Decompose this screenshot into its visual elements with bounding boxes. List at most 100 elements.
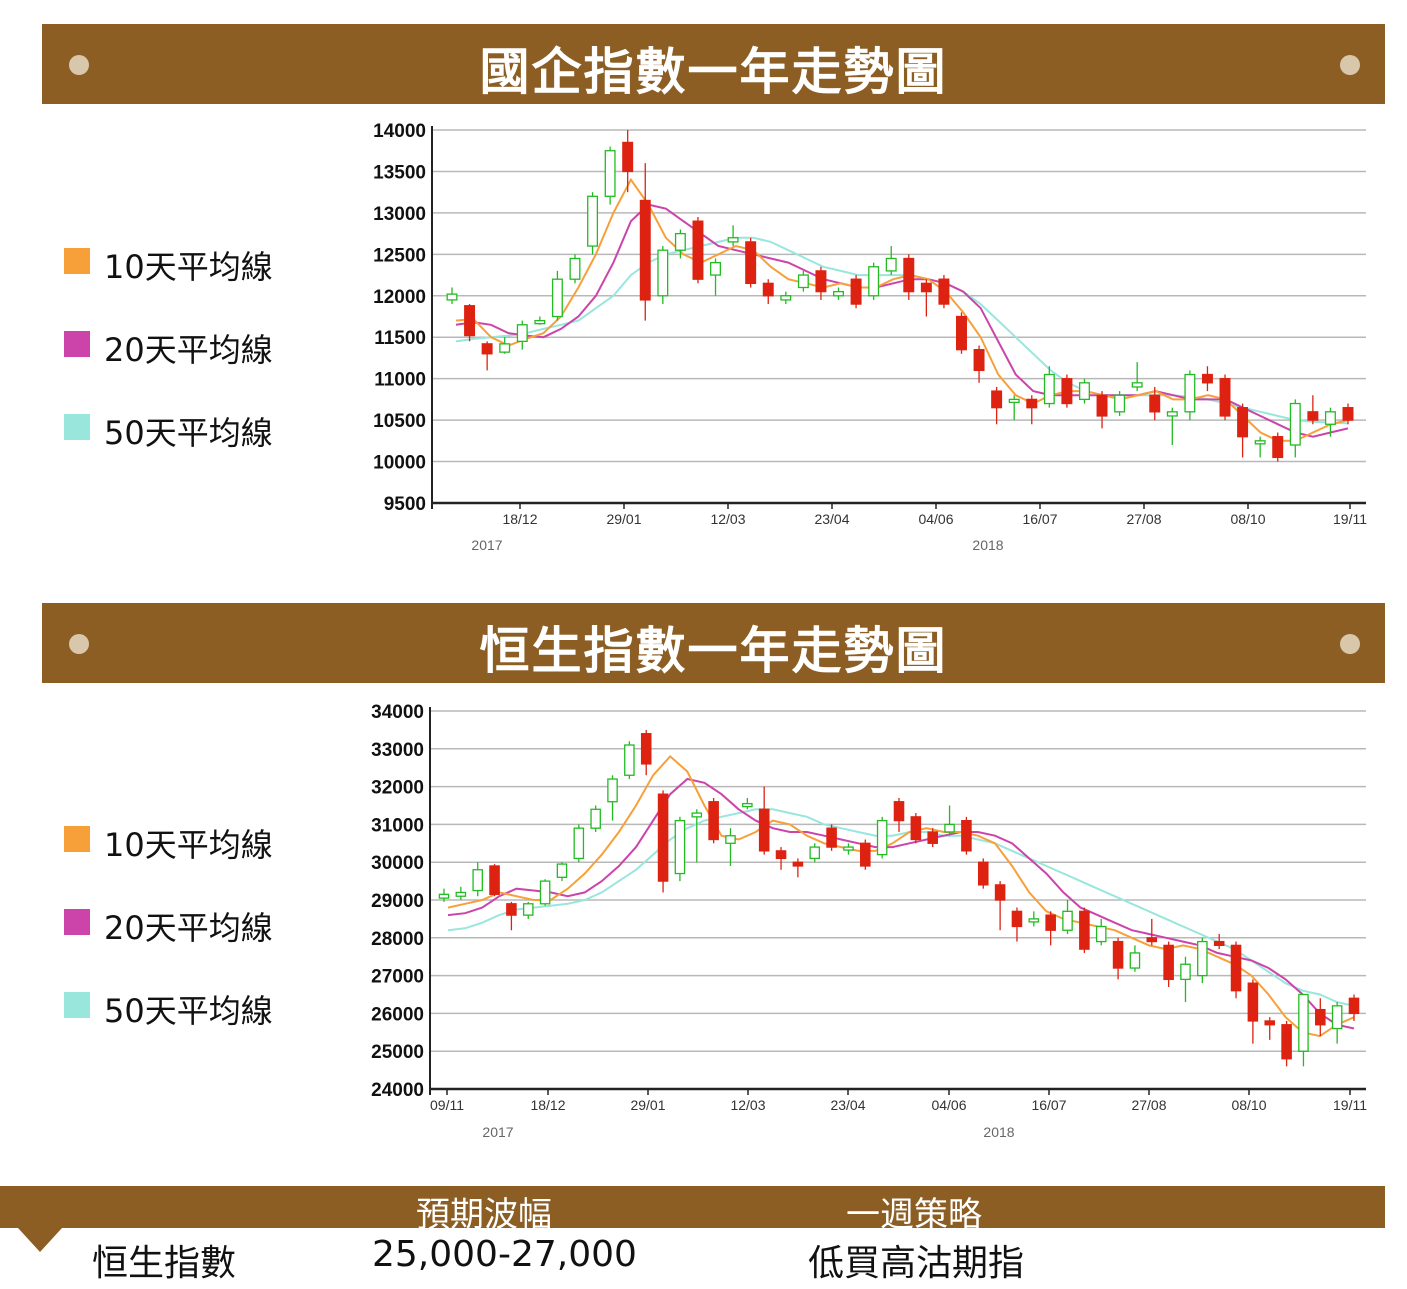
candle-body bbox=[1213, 940, 1225, 947]
candle-up bbox=[742, 797, 753, 810]
candle-body bbox=[1079, 910, 1090, 950]
candle-up bbox=[944, 805, 955, 836]
summary-col-strategy: 一週策略 bbox=[846, 1195, 982, 1235]
candle-body bbox=[727, 237, 739, 243]
banner-dot-left bbox=[69, 55, 89, 75]
candle-up bbox=[1114, 391, 1126, 416]
legend-label: 20天平均線 bbox=[104, 909, 273, 947]
banner-dot-left bbox=[69, 634, 89, 654]
y-tick-label: 10000 bbox=[373, 453, 426, 474]
candle-up bbox=[472, 862, 483, 897]
candle-down bbox=[1079, 907, 1090, 953]
candle-down bbox=[1146, 918, 1158, 946]
x-tick-label: 16/07 bbox=[1031, 1097, 1066, 1113]
candle-body bbox=[742, 802, 753, 808]
x-year-label: 2017 bbox=[482, 1124, 513, 1140]
candle-body bbox=[640, 733, 652, 765]
candle-up bbox=[534, 316, 546, 325]
candle-body bbox=[927, 831, 938, 844]
candle-body bbox=[1298, 993, 1309, 1052]
candle-body bbox=[1219, 378, 1231, 417]
candle-body bbox=[506, 903, 517, 916]
candle-up bbox=[843, 843, 854, 855]
candle-body bbox=[815, 270, 827, 293]
candle-up bbox=[1166, 407, 1178, 445]
candle-down bbox=[692, 217, 704, 284]
candle-body bbox=[1112, 940, 1124, 969]
candle-down bbox=[826, 824, 837, 851]
y-tick-label: 27000 bbox=[371, 967, 424, 988]
y-tick-label: 29000 bbox=[371, 891, 424, 912]
candle-body bbox=[994, 884, 1006, 901]
candle-body bbox=[1045, 914, 1056, 931]
candle-body bbox=[1264, 1020, 1276, 1026]
hsi-candlestick-chart: 24000 25000 26000 27000 28000 29000 30000 31000… bbox=[371, 702, 1367, 1140]
candle-body bbox=[1146, 937, 1158, 943]
candle-down bbox=[1247, 979, 1259, 1044]
candle-body bbox=[885, 257, 897, 272]
x-tick-label: 23/04 bbox=[830, 1097, 865, 1113]
candle-body bbox=[657, 249, 669, 297]
candle-up bbox=[876, 816, 888, 859]
summary-pointer-triangle bbox=[18, 1228, 62, 1252]
candle-up bbox=[590, 805, 601, 832]
candle-down bbox=[1272, 432, 1284, 462]
x-year-label: 2018 bbox=[972, 537, 1003, 553]
x-tick-label: 04/06 bbox=[918, 511, 953, 527]
candle-body bbox=[573, 827, 585, 860]
candle-down bbox=[506, 901, 517, 931]
candle-down bbox=[1230, 941, 1242, 999]
candle-body bbox=[1166, 411, 1178, 417]
candle-body bbox=[446, 293, 458, 301]
candle-body bbox=[674, 232, 686, 251]
candle-up bbox=[691, 809, 703, 863]
candle-body bbox=[903, 257, 915, 293]
gridlines bbox=[432, 129, 1366, 504]
candle-body bbox=[522, 903, 534, 916]
candle-up bbox=[1298, 993, 1309, 1067]
hscei-banner: 國企指數一年走勢圖 bbox=[42, 24, 1385, 104]
x-tick-label: 12/03 bbox=[730, 1097, 765, 1113]
hscei-candlestick-chart: 9500 10000 10500 11000 11500 12000 12500 13000 1… bbox=[373, 121, 1367, 553]
legend-label: 10天平均線 bbox=[104, 248, 273, 286]
candle-body bbox=[944, 823, 955, 833]
candle-body bbox=[792, 861, 804, 867]
candle-down bbox=[481, 341, 493, 371]
y-tick-label: 25000 bbox=[371, 1042, 424, 1063]
legend-swatch bbox=[64, 248, 90, 274]
candle-up bbox=[624, 741, 635, 780]
candle-down bbox=[956, 312, 967, 354]
candle-down bbox=[991, 386, 1003, 425]
legend-swatch bbox=[64, 414, 90, 440]
candle-body bbox=[1254, 440, 1266, 445]
candle-up bbox=[551, 270, 563, 321]
candle-up bbox=[797, 270, 809, 292]
summary-row-strategy: 低買高沽期指 bbox=[808, 1243, 1025, 1284]
candle-down bbox=[1348, 994, 1360, 1021]
y-tick-label: 33000 bbox=[371, 740, 424, 761]
candle-body bbox=[481, 343, 493, 355]
candle-down bbox=[961, 816, 972, 855]
candle-down bbox=[1264, 1017, 1276, 1040]
candle-up bbox=[1324, 407, 1336, 437]
y-tick-label: 30000 bbox=[371, 853, 424, 874]
x-tick-label: 04/06 bbox=[931, 1097, 966, 1113]
candle-down bbox=[910, 813, 922, 844]
candle-up bbox=[1289, 399, 1301, 458]
candle-body bbox=[624, 744, 635, 776]
y-tick-label: 26000 bbox=[371, 1004, 424, 1025]
candle-body bbox=[850, 278, 862, 305]
candle-down bbox=[1307, 395, 1319, 425]
x-tick-label: 12/03 bbox=[710, 511, 745, 527]
y-tick-label: 24000 bbox=[371, 1080, 424, 1101]
candle-body bbox=[843, 846, 854, 851]
candle-body bbox=[1062, 910, 1073, 931]
x-tick-label: 18/12 bbox=[530, 1097, 565, 1113]
y-tick-label: 13000 bbox=[373, 204, 426, 225]
legend-label: 10天平均線 bbox=[104, 826, 273, 864]
candle-down bbox=[927, 828, 938, 848]
candle-up bbox=[455, 886, 467, 900]
x-tick-label: 29/01 bbox=[606, 511, 641, 527]
candle-up bbox=[556, 862, 568, 882]
x-tick-label: 09/11 bbox=[430, 1097, 464, 1113]
